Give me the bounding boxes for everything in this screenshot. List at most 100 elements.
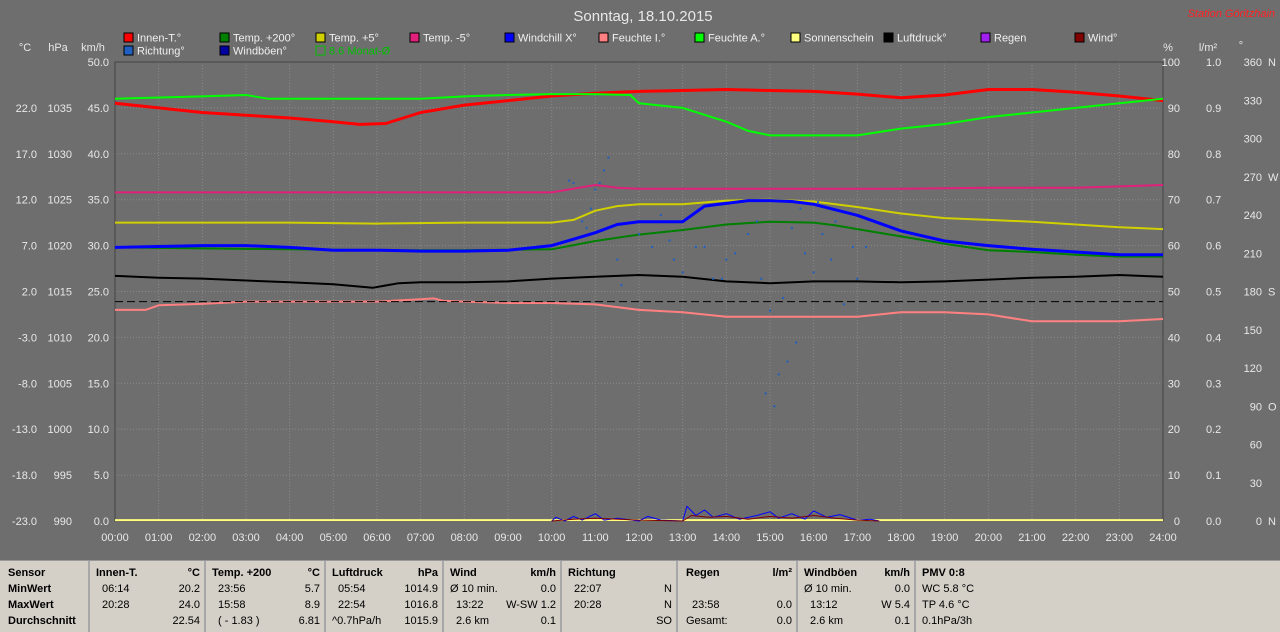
tick-hour: 19:00 xyxy=(931,532,959,544)
stats-temp200-trend: ( - 1.83 ) xyxy=(218,615,260,627)
tick-pressure: 990 xyxy=(54,516,72,528)
direction-point xyxy=(659,214,662,216)
stats-col-windboen: Windböen km/h Ø 10 min. 0.0 13:12 W 5.4 … xyxy=(796,561,914,632)
tick-temp: 12.0 xyxy=(16,195,37,207)
stats-unit-windboen: km/h xyxy=(884,567,910,579)
tick-hour: 04:00 xyxy=(276,532,304,544)
direction-point xyxy=(782,296,785,299)
direction-point xyxy=(773,405,776,408)
stats-unit-temp200: °C xyxy=(307,567,320,579)
stats-regen-max-time: 23:58 xyxy=(692,599,720,611)
stats-innen-max-time: 20:28 xyxy=(102,599,130,611)
tick-pressure: 1035 xyxy=(48,103,72,115)
direction-point xyxy=(852,245,854,248)
stats-richtung-avg-value: SO xyxy=(656,615,672,627)
direction-point xyxy=(668,239,671,242)
stats-col-luftdruck: Luftdruck hPa 05:54 1014.9 22:54 1016.8 … xyxy=(324,561,442,632)
stats-pmv-dewpoint: TP 4.6 °C xyxy=(922,599,970,611)
legend: Innen-T.° Temp. +200° Temp. +5° Temp. -5° Wi… xyxy=(123,32,1117,58)
tick-temp: -13.0 xyxy=(12,424,37,436)
stats-col-temp200: Temp. +200 °C 23:56 5.7 15:58 8.9 ( - 1.… xyxy=(204,561,324,632)
direction-point xyxy=(843,303,846,306)
tick-humidity: 90 xyxy=(1168,103,1180,115)
direction-point xyxy=(594,188,597,191)
tick-hour: 00:00 xyxy=(101,532,129,544)
direction-point xyxy=(747,233,750,236)
tick-rain: 0.5 xyxy=(1206,287,1221,299)
tick-hour: 18:00 xyxy=(887,532,915,544)
tick-humidity: 50 xyxy=(1168,287,1180,299)
stats-col-pmv: PMV 0:8 WC 5.8 °C TP 4.6 °C 0.1hPa/3h xyxy=(914,561,1280,632)
tick-wind: 30.0 xyxy=(88,241,109,253)
series-line xyxy=(114,88,1164,126)
tick-direction: 60 xyxy=(1250,440,1262,452)
direction-point xyxy=(694,245,697,248)
tick-hour: 07:00 xyxy=(407,532,435,544)
stats-temp200-avg-value: 6.81 xyxy=(298,615,320,627)
stats-innen-avg-value: 22.54 xyxy=(172,615,200,627)
legend-label: 8.6 Monat-Ø xyxy=(329,46,391,58)
stats-innen-min-time: 06:14 xyxy=(102,583,130,595)
direction-point xyxy=(834,220,837,223)
series-line xyxy=(114,93,1164,137)
tick-direction: 360 xyxy=(1244,57,1262,69)
unit-label-degree: ° xyxy=(1239,40,1243,52)
direction-point xyxy=(616,258,619,261)
tick-rain: 0.2 xyxy=(1206,424,1221,436)
direction-point xyxy=(568,179,571,182)
stats-header-wind: Wind xyxy=(450,567,477,579)
unit-label-percent: % xyxy=(1163,42,1173,54)
stats-col-sensor: Sensor MinWert MaxWert Durchschnitt xyxy=(0,561,88,632)
tick-rain: 0.7 xyxy=(1206,195,1221,207)
series-line xyxy=(114,199,1163,257)
station-label: Station Göritzhain xyxy=(1188,8,1275,20)
tick-hour: 06:00 xyxy=(363,532,391,544)
tick-hour: 21:00 xyxy=(1018,532,1046,544)
direction-point xyxy=(764,392,767,395)
unit-label-hpa: hPa xyxy=(48,42,68,54)
tick-pressure: 1005 xyxy=(48,378,72,390)
tick-direction-letter: N xyxy=(1268,516,1276,528)
tick-wind: 10.0 xyxy=(88,424,109,436)
stats-unit-luftdruck: hPa xyxy=(417,567,438,579)
tick-hour: 20:00 xyxy=(975,532,1003,544)
tick-direction: 30 xyxy=(1250,478,1262,490)
stats-unit-regen: l/m² xyxy=(772,567,792,579)
stats-windboen-min-value: 0.0 xyxy=(894,583,910,595)
direction-point xyxy=(821,233,824,236)
legend-label: Temp. -5° xyxy=(423,33,470,45)
tick-pressure: 1015 xyxy=(48,287,72,299)
tick-direction: 240 xyxy=(1244,210,1262,222)
direction-point xyxy=(681,271,684,274)
unit-label-kmh: km/h xyxy=(81,42,105,54)
series-line xyxy=(115,297,1164,323)
stats-header-pmv: PMV 0:8 xyxy=(922,567,965,579)
stats-luftdruck-min-value: 1014.9 xyxy=(404,583,438,595)
stats-luftdruck-avg-value: 1015.9 xyxy=(404,615,438,627)
direction-point xyxy=(603,169,606,172)
stats-windboen-max-value: W 5.4 xyxy=(881,599,910,611)
legend-swatch xyxy=(219,45,230,56)
stats-pmv-windchill: WC 5.8 °C xyxy=(922,583,975,595)
direction-point xyxy=(755,220,758,223)
stats-row-label-avg: Durchschnitt xyxy=(8,615,76,627)
tick-humidity: 30 xyxy=(1168,378,1180,390)
series-line xyxy=(551,505,880,522)
legend-swatch xyxy=(598,32,609,43)
legend-swatch xyxy=(409,32,420,43)
tick-direction: 90 xyxy=(1250,401,1262,413)
tick-rain: 0.8 xyxy=(1206,149,1221,161)
direction-point xyxy=(817,201,819,204)
stats-innen-min-value: 20.2 xyxy=(178,583,200,595)
stats-regen-max-value: 0.0 xyxy=(776,599,792,611)
direction-point xyxy=(734,252,737,255)
stats-col-wind: Wind km/h Ø 10 min. 0.0 13:22 W-SW 1.2 2… xyxy=(442,561,560,632)
tick-hour: 10:00 xyxy=(538,532,566,544)
tick-hour: 03:00 xyxy=(232,532,260,544)
stats-header-innen: Innen-T. xyxy=(96,567,138,579)
tick-hour: 08:00 xyxy=(451,532,479,544)
stats-header-temp200: Temp. +200 xyxy=(212,567,272,579)
stats-temp200-min-time: 23:56 xyxy=(218,583,246,595)
tick-rain: 0.6 xyxy=(1206,241,1221,253)
direction-point xyxy=(777,373,780,376)
